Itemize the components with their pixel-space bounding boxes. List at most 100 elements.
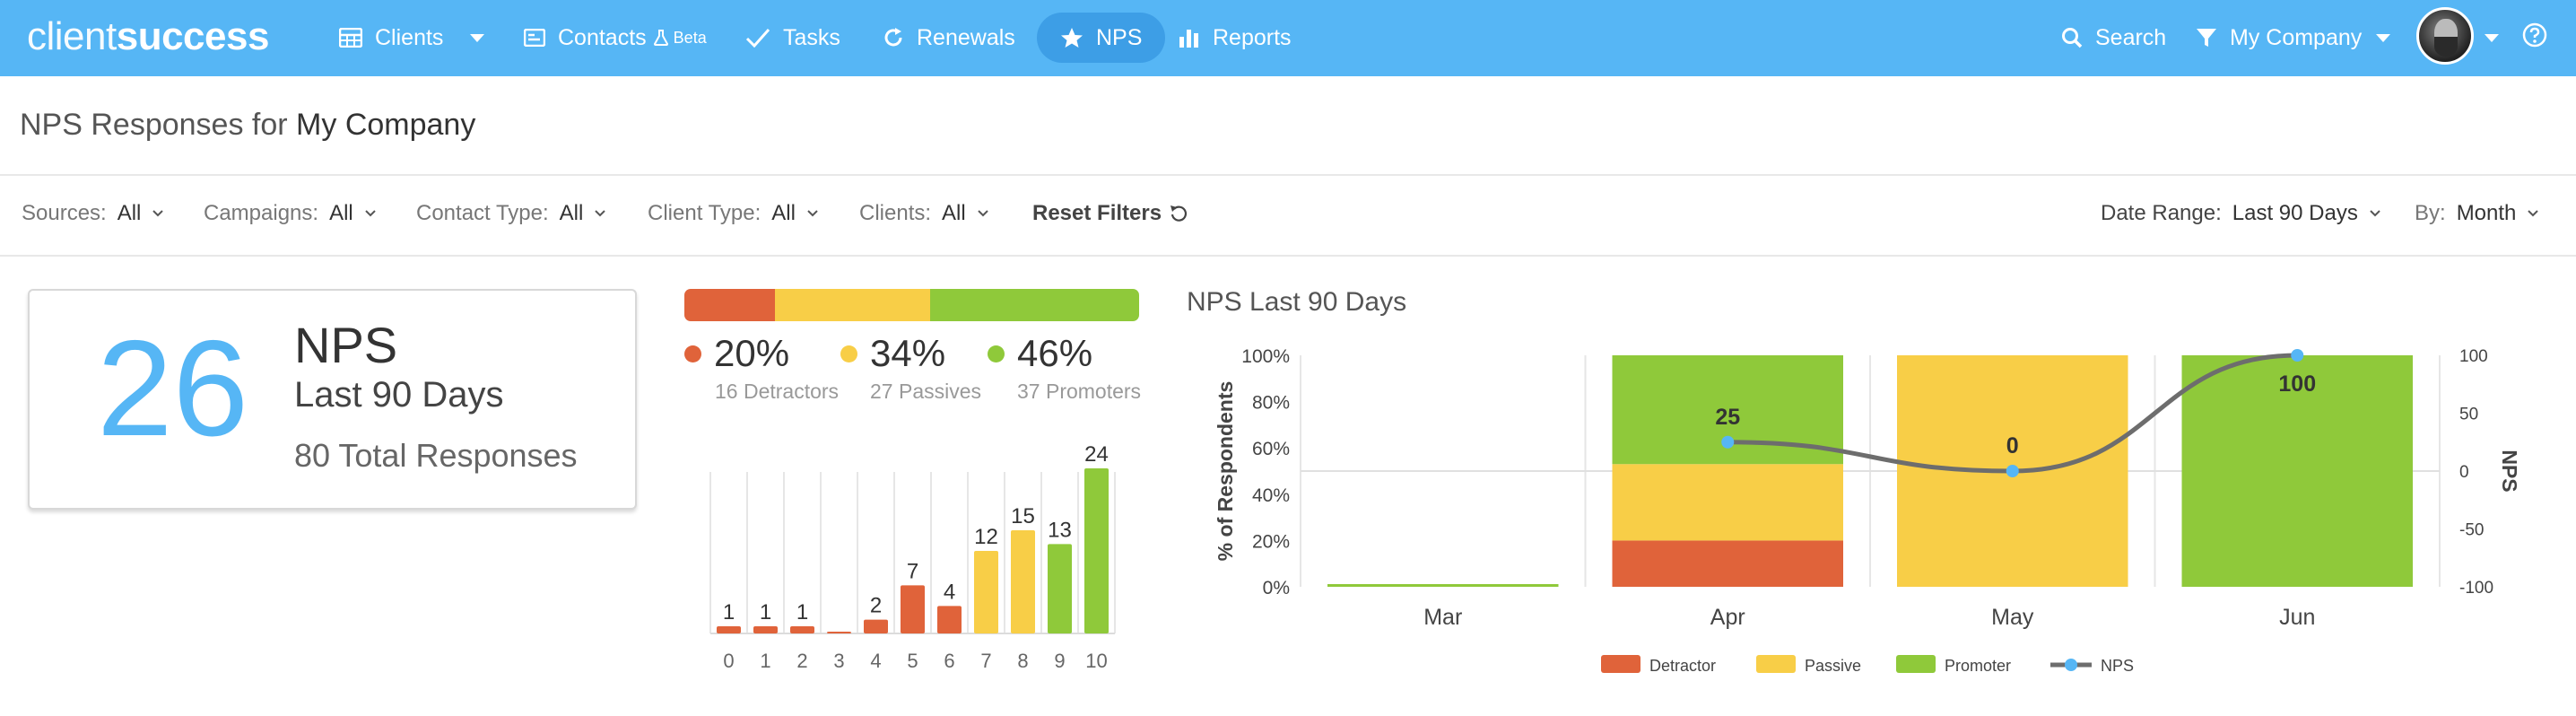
filter-clients[interactable]: Clients: All [859, 201, 989, 226]
brand-logo[interactable]: clientsuccess [27, 14, 269, 58]
nav-tasks[interactable]: Tasks [745, 13, 840, 63]
score-count-5: 7 [907, 559, 918, 583]
y2-tick: 0 [2459, 463, 2469, 482]
y2-tick: -100 [2459, 579, 2493, 598]
y2-tick: -50 [2459, 521, 2484, 540]
nps-point-label-apr: 25 [1715, 405, 1740, 430]
promoter-summary: 46% 37 Promoters [988, 332, 1143, 402]
nps-total-responses: 80 Total Responses [294, 437, 578, 474]
top-nav: clientsuccess Clients Contacts Beta Task… [0, 0, 2576, 76]
table-icon [339, 28, 362, 48]
score-bar-5 [901, 585, 925, 633]
clients-dropdown-toggle[interactable] [470, 13, 484, 63]
divider [0, 255, 2576, 257]
filter-icon [2196, 27, 2217, 48]
chevron-down-icon [2369, 209, 2381, 218]
score-count-10: 24 [1084, 442, 1109, 467]
y-tick: 80% [1252, 393, 1290, 414]
legend-detractor-label: Detractor [1649, 657, 1716, 675]
y-tick: 60% [1252, 439, 1290, 459]
score-count-2: 1 [796, 600, 808, 624]
help-icon [2522, 22, 2547, 54]
help-button[interactable] [2522, 13, 2547, 63]
y-tick: 0% [1263, 578, 1290, 598]
score-tick-3: 3 [833, 650, 844, 672]
legend-passive-label: Passive [1805, 657, 1861, 675]
nps-point-apr [1721, 435, 1735, 449]
y-axis-label: % of Respondents [1214, 381, 1237, 562]
legend-promoter-label: Promoter [1945, 657, 2011, 675]
user-menu-toggle[interactable] [2485, 13, 2499, 63]
filter-date-range[interactable]: Date Range: Last 90 Days [2101, 201, 2381, 226]
legend-passive-swatch [1756, 655, 1796, 673]
filter-client-type[interactable]: Client Type: All [648, 201, 819, 226]
bar-chart-icon [1179, 28, 1200, 48]
score-bar-1 [753, 626, 778, 633]
search-icon [2061, 27, 2083, 48]
score-bar-4 [864, 619, 888, 633]
nav-contacts[interactable]: Contacts Beta [524, 13, 707, 63]
chevron-down-icon [806, 209, 819, 218]
chevron-down-icon [152, 209, 164, 218]
divider [0, 174, 2576, 176]
nps-point-label-may: 0 [2006, 433, 2019, 458]
nps-score: 26 [97, 312, 249, 465]
reset-filters-button[interactable]: Reset Filters [1032, 201, 1188, 226]
nps-score-card: 26 NPS Last 90 Days 80 Total Responses [28, 289, 637, 510]
caret-down-icon [2376, 33, 2391, 42]
bar-mar-empty [1327, 584, 1559, 587]
chevron-down-icon [977, 209, 989, 218]
score-tick-6: 6 [944, 650, 954, 672]
score-bar-0 [717, 626, 741, 633]
nav-search[interactable]: Search [2061, 13, 2166, 63]
contact-card-icon [524, 29, 545, 47]
score-count-4: 2 [870, 594, 882, 618]
flask-icon [653, 30, 668, 46]
score-count-6: 4 [944, 580, 955, 604]
nps-trend-title: NPS Last 90 Days [1187, 287, 1407, 317]
score-tick-8: 8 [1017, 650, 1028, 672]
user-avatar[interactable] [2416, 7, 2474, 65]
score-bar-6 [937, 606, 962, 633]
passive-dot-icon [840, 345, 857, 362]
legend-nps-marker-icon [2065, 659, 2077, 671]
detractor-summary: 20% 16 Detractors [684, 332, 840, 402]
nps-label: NPS [294, 317, 398, 373]
passive-segment [775, 289, 930, 321]
nav-clients[interactable]: Clients [339, 13, 443, 63]
score-tick-0: 0 [723, 650, 734, 672]
x-tick-mar: Mar [1423, 605, 1462, 630]
y2-axis-label: NPS [2498, 450, 2521, 492]
y-tick: 100% [1241, 346, 1290, 367]
score-tick-9: 9 [1054, 650, 1065, 672]
company-switcher[interactable]: My Company [2196, 13, 2391, 63]
filter-group-by[interactable]: By: Month [2415, 201, 2539, 226]
bar-apr-detractor [1612, 540, 1843, 587]
legend-detractor-swatch [1601, 655, 1640, 673]
star-icon [1060, 27, 1083, 48]
nps-line [1727, 353, 2298, 474]
y-tick: 20% [1252, 531, 1290, 552]
score-count-0: 1 [723, 600, 735, 624]
nps-period: Last 90 Days [294, 375, 504, 415]
score-tick-10: 10 [1085, 650, 1107, 672]
nps-breakdown-bar [684, 289, 1139, 321]
filter-campaigns[interactable]: Campaigns: All [204, 201, 377, 226]
filter-contact-type[interactable]: Contact Type: All [416, 201, 606, 226]
x-tick-may: May [1991, 605, 2034, 630]
score-bar-10 [1084, 468, 1109, 633]
score-tick-5: 5 [907, 650, 918, 672]
bar-apr-passive [1612, 464, 1843, 541]
check-icon [745, 28, 770, 48]
nav-renewals[interactable]: Renewals [883, 13, 1015, 63]
score-bar-7 [974, 551, 998, 633]
score-count-9: 13 [1048, 518, 1072, 542]
nav-nps[interactable]: NPS [1037, 13, 1166, 63]
filter-sources[interactable]: Sources: All [22, 201, 164, 226]
undo-icon [1169, 204, 1188, 223]
page-title: NPS Responses for My Company [20, 108, 476, 142]
score-count-8: 15 [1011, 504, 1035, 528]
chevron-down-icon [594, 209, 606, 218]
nav-reports[interactable]: Reports [1179, 13, 1292, 63]
